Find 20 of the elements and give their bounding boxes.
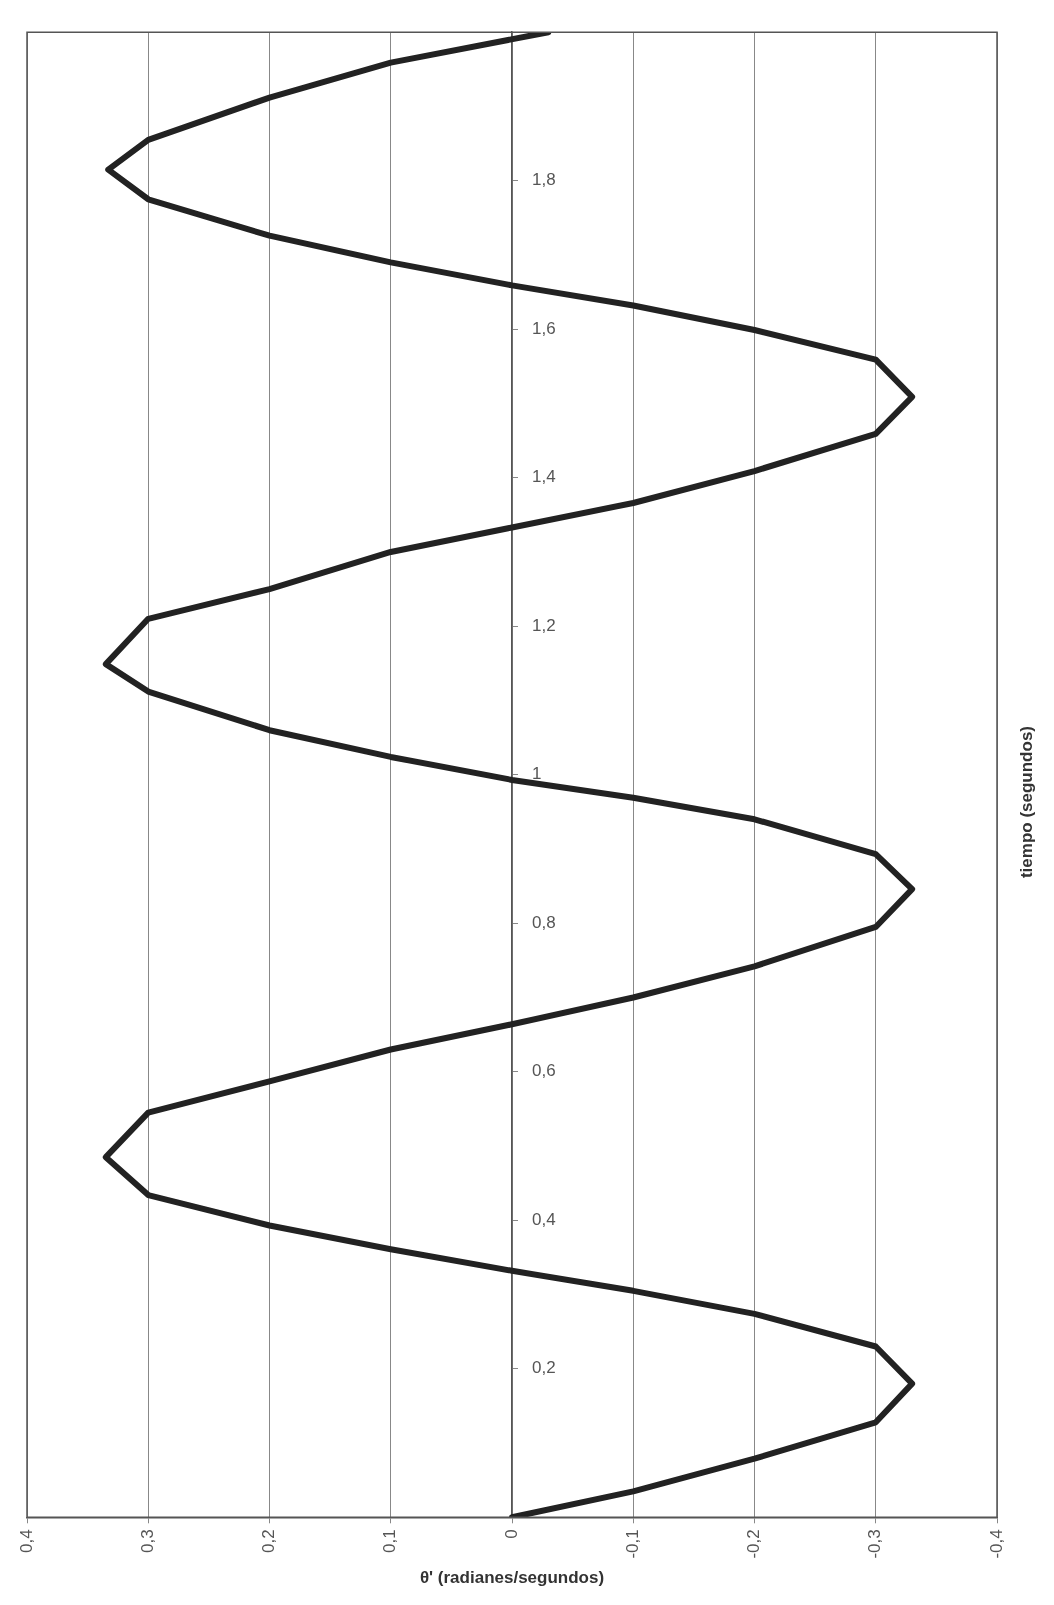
x-tick-label: -0,3 bbox=[865, 1529, 885, 1559]
y-tick-label: 0,2 bbox=[532, 1358, 556, 1378]
x-tick-label: 0 bbox=[501, 1529, 521, 1539]
y-axis-title: tiempo (segundos) bbox=[1017, 726, 1037, 879]
y-tick-label: 1,2 bbox=[532, 615, 556, 635]
x-tick-label: -0,1 bbox=[622, 1529, 642, 1559]
y-tick-label: 1,6 bbox=[532, 318, 556, 338]
y-tick-label: 0,8 bbox=[532, 912, 556, 932]
y-tick-label: 0,4 bbox=[532, 1209, 556, 1229]
x-tick-label: -0,2 bbox=[744, 1529, 764, 1559]
x-tick-label: 0,1 bbox=[380, 1529, 400, 1553]
x-tick-label: -0,4 bbox=[986, 1529, 1006, 1559]
x-tick-label: 0,4 bbox=[16, 1529, 36, 1553]
x-tick-label: 0,2 bbox=[259, 1529, 279, 1553]
y-tick-label: 1,8 bbox=[532, 170, 556, 190]
x-axis-title: θ' (radianes/segundos) bbox=[419, 1568, 605, 1588]
y-tick-label: 0,6 bbox=[532, 1061, 556, 1081]
y-tick-label: 1,4 bbox=[532, 467, 556, 487]
x-tick-label: 0,3 bbox=[137, 1529, 157, 1553]
y-tick-label: 1 bbox=[532, 764, 542, 784]
